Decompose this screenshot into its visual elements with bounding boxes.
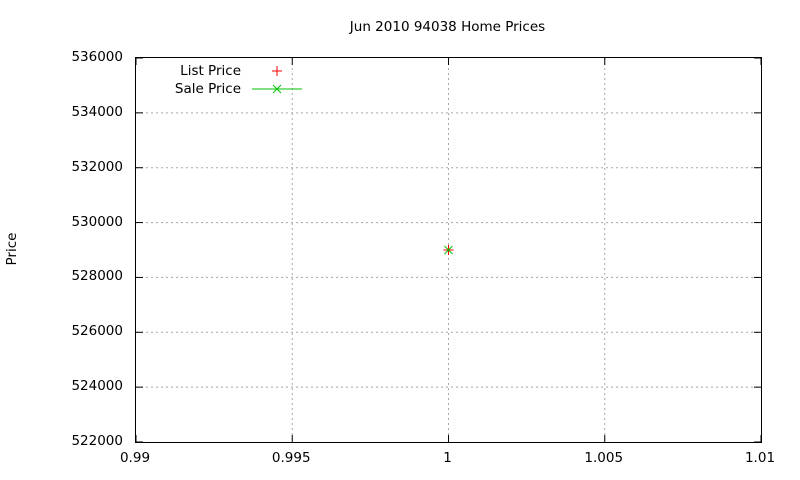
y-tick-label: 530000 bbox=[71, 213, 123, 230]
plus-marker-icon bbox=[251, 62, 303, 80]
y-tick-label: 522000 bbox=[71, 433, 123, 449]
legend-item-list-price: List Price bbox=[136, 62, 303, 80]
legend-label-list-price: List Price bbox=[180, 63, 241, 79]
line-x-marker-icon bbox=[251, 80, 303, 98]
legend: List Price Sale Price bbox=[136, 62, 303, 98]
x-tick-label: 1 bbox=[443, 450, 452, 466]
legend-label-sale-price: Sale Price bbox=[174, 81, 241, 97]
x-marker bbox=[272, 84, 282, 94]
y-tick-label: 526000 bbox=[71, 323, 123, 340]
y-tick-label: 532000 bbox=[71, 158, 123, 175]
legend-item-sale-price: Sale Price bbox=[136, 80, 303, 98]
x-marker bbox=[444, 245, 453, 255]
x-tick-label: 0.99 bbox=[119, 450, 151, 466]
chart-title: Jun 2010 94038 Home Prices bbox=[349, 19, 546, 35]
y-tick-label: 536000 bbox=[71, 49, 123, 65]
plot-area: List Price Sale Price bbox=[135, 57, 762, 443]
y-tick-label: 528000 bbox=[71, 268, 123, 285]
y-tick-label: 534000 bbox=[71, 103, 123, 120]
y-tick-label: 524000 bbox=[71, 378, 123, 395]
plot-canvas bbox=[136, 58, 761, 442]
x-tick-label: 1.01 bbox=[744, 450, 776, 466]
y-axis-label: Price bbox=[4, 232, 20, 266]
x-tick-label: 0.995 bbox=[271, 450, 311, 466]
x-tick-label: 1.005 bbox=[584, 450, 624, 466]
